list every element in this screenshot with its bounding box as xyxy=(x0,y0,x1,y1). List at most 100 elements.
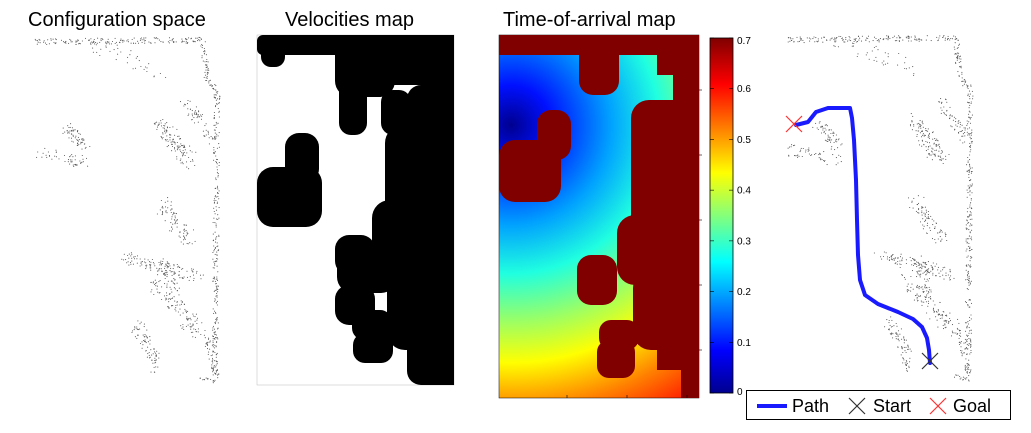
map-point xyxy=(921,206,923,208)
map-point xyxy=(213,111,215,114)
map-point xyxy=(965,269,967,271)
map-point xyxy=(173,141,175,143)
map-point xyxy=(970,144,972,146)
map-point xyxy=(909,361,911,363)
map-point xyxy=(186,166,188,168)
map-point xyxy=(169,139,171,141)
map-point xyxy=(205,74,207,76)
map-point xyxy=(206,72,208,74)
map-point xyxy=(923,271,925,273)
map-point xyxy=(885,38,887,40)
map-point xyxy=(968,275,970,277)
map-point xyxy=(156,213,158,215)
map-point xyxy=(915,261,918,263)
map-point xyxy=(189,317,191,319)
map-point xyxy=(800,149,802,151)
map-point xyxy=(967,264,969,266)
map-point xyxy=(205,64,207,66)
map-point xyxy=(966,340,968,342)
map-point xyxy=(143,323,145,325)
map-point xyxy=(204,51,206,53)
map-point xyxy=(183,237,186,239)
map-point xyxy=(946,320,948,322)
map-point xyxy=(176,301,178,303)
map-point xyxy=(216,288,218,290)
map-point xyxy=(968,343,970,345)
map-point xyxy=(162,132,164,134)
map-point xyxy=(143,326,145,328)
map-point xyxy=(952,332,954,334)
map-point xyxy=(960,352,962,354)
map-point xyxy=(820,132,823,134)
map-point xyxy=(969,340,971,342)
map-point xyxy=(148,41,150,43)
map-point xyxy=(215,206,217,208)
colorbar-tick-label: 0.6 xyxy=(737,84,751,95)
map-point xyxy=(938,143,940,145)
map-point xyxy=(169,39,171,42)
map-point xyxy=(150,371,152,373)
map-point xyxy=(808,147,810,149)
map-point xyxy=(74,159,76,161)
map-point xyxy=(192,323,194,325)
map-point xyxy=(956,57,958,59)
map-point xyxy=(818,157,820,159)
map-point xyxy=(212,329,214,331)
map-point xyxy=(180,303,183,305)
map-point xyxy=(971,140,973,142)
map-point xyxy=(179,138,181,140)
map-point xyxy=(213,210,215,213)
map-point xyxy=(896,263,898,265)
map-point xyxy=(913,299,915,301)
map-point xyxy=(126,40,128,42)
map-point xyxy=(818,154,820,156)
map-point xyxy=(133,256,135,258)
map-point xyxy=(206,75,208,77)
map-point xyxy=(968,380,970,382)
map-point xyxy=(926,156,928,158)
map-point xyxy=(199,377,201,379)
map-point xyxy=(925,209,927,211)
map-point xyxy=(207,341,209,343)
map-point xyxy=(908,36,910,38)
map-point xyxy=(961,355,963,357)
map-point xyxy=(215,121,217,123)
map-point xyxy=(861,35,863,37)
map-point xyxy=(971,192,973,194)
map-point xyxy=(134,256,136,258)
map-point xyxy=(881,62,883,64)
map-point xyxy=(127,41,129,43)
map-point xyxy=(955,118,957,120)
map-point xyxy=(971,218,973,220)
map-point xyxy=(927,216,929,218)
map-point xyxy=(924,266,927,268)
map-point xyxy=(68,132,70,134)
map-point xyxy=(942,162,944,165)
map-point xyxy=(956,56,958,58)
map-point xyxy=(905,360,907,362)
map-point xyxy=(926,272,928,274)
map-point xyxy=(187,324,189,326)
map-point xyxy=(166,285,168,287)
map-point xyxy=(917,130,919,132)
map-point xyxy=(924,298,926,301)
map-point xyxy=(940,240,942,242)
map-point xyxy=(865,54,867,56)
map-point xyxy=(156,285,158,287)
map-point xyxy=(816,127,818,129)
map-point xyxy=(166,267,168,269)
map-point xyxy=(216,236,218,238)
map-point xyxy=(67,159,70,161)
map-point xyxy=(144,40,146,42)
map-point xyxy=(216,187,218,189)
map-point xyxy=(892,337,894,339)
map-point xyxy=(945,321,947,323)
map-point xyxy=(139,323,141,325)
map-point xyxy=(215,187,217,189)
map-point xyxy=(185,161,188,163)
map-point xyxy=(935,222,937,224)
map-point xyxy=(160,120,162,122)
map-point xyxy=(923,196,925,198)
map-point xyxy=(942,324,944,326)
map-point xyxy=(906,363,908,365)
